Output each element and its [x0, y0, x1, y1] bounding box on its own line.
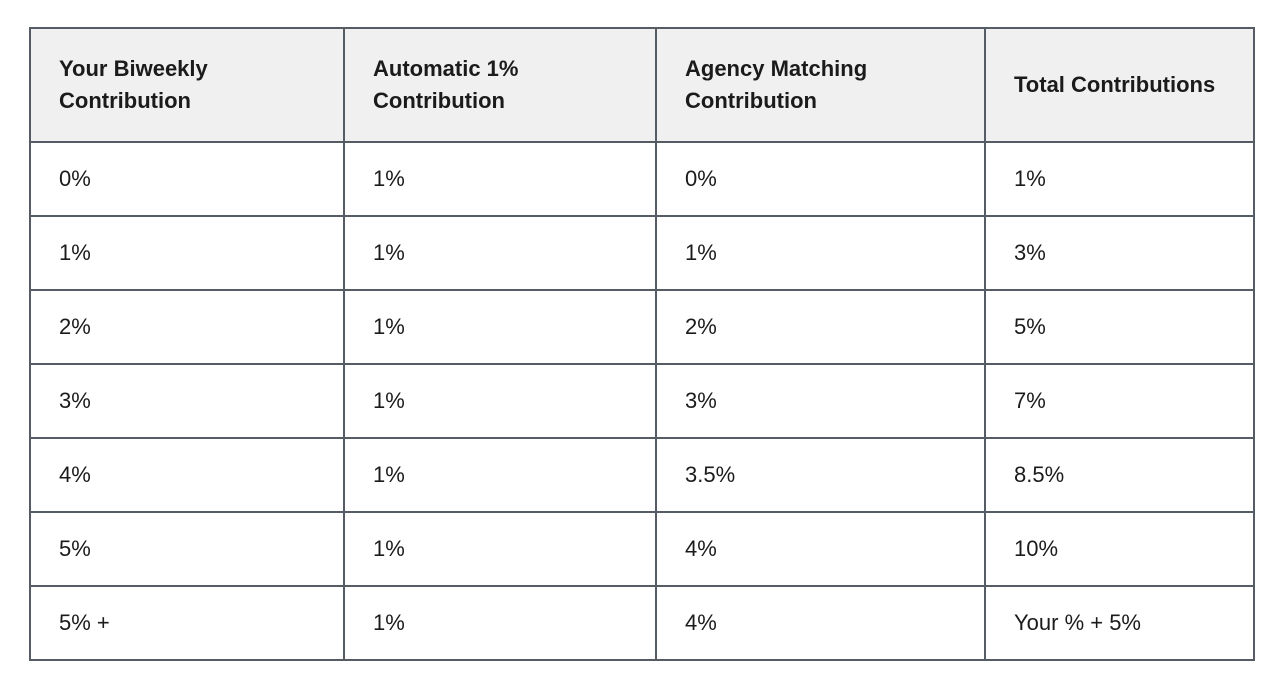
table-cell: 7%: [984, 363, 1255, 439]
table-row: 2% 1% 2% 5%: [29, 289, 1255, 365]
table-cell: 1%: [29, 215, 345, 291]
table-cell: 3%: [655, 363, 986, 439]
table-cell: 8.5%: [984, 437, 1255, 513]
table-cell: Your % + 5%: [984, 585, 1255, 661]
table-cell: 1%: [343, 585, 657, 661]
table-cell: 0%: [655, 141, 986, 217]
table-cell: 1%: [343, 363, 657, 439]
table-cell: 4%: [655, 511, 986, 587]
table-cell: 1%: [655, 215, 986, 291]
table-header-row: Your Biweekly Contribution Automatic 1% …: [29, 27, 1255, 143]
table-cell: 3.5%: [655, 437, 986, 513]
table-cell: 2%: [29, 289, 345, 365]
table-cell: 1%: [343, 289, 657, 365]
table-cell: 3%: [29, 363, 345, 439]
table-row: 1% 1% 1% 3%: [29, 215, 1255, 291]
column-header-automatic-1pct-contribution: Automatic 1% Contribution: [343, 27, 657, 143]
table-cell: 1%: [984, 141, 1255, 217]
table-cell: 2%: [655, 289, 986, 365]
table-cell: 1%: [343, 215, 657, 291]
table-cell: 1%: [343, 511, 657, 587]
table-cell: 5% +: [29, 585, 345, 661]
table-cell: 10%: [984, 511, 1255, 587]
table-cell: 1%: [343, 141, 657, 217]
table-row: 4% 1% 3.5% 8.5%: [29, 437, 1255, 513]
table-cell: 0%: [29, 141, 345, 217]
table-row: 3% 1% 3% 7%: [29, 363, 1255, 439]
contribution-table-container: Your Biweekly Contribution Automatic 1% …: [29, 27, 1255, 661]
contribution-matching-table: Your Biweekly Contribution Automatic 1% …: [29, 27, 1255, 661]
table-cell: 5%: [984, 289, 1255, 365]
column-header-total-contributions: Total Contributions: [984, 27, 1255, 143]
table-cell: 3%: [984, 215, 1255, 291]
column-header-agency-matching-contribution: Agency Matching Contribution: [655, 27, 986, 143]
table-cell: 4%: [29, 437, 345, 513]
table-row: 0% 1% 0% 1%: [29, 141, 1255, 217]
table-cell: 5%: [29, 511, 345, 587]
table-cell: 1%: [343, 437, 657, 513]
table-row: 5% 1% 4% 10%: [29, 511, 1255, 587]
table-cell: 4%: [655, 585, 986, 661]
table-row: 5% + 1% 4% Your % + 5%: [29, 585, 1255, 661]
column-header-your-biweekly-contribution: Your Biweekly Contribution: [29, 27, 345, 143]
